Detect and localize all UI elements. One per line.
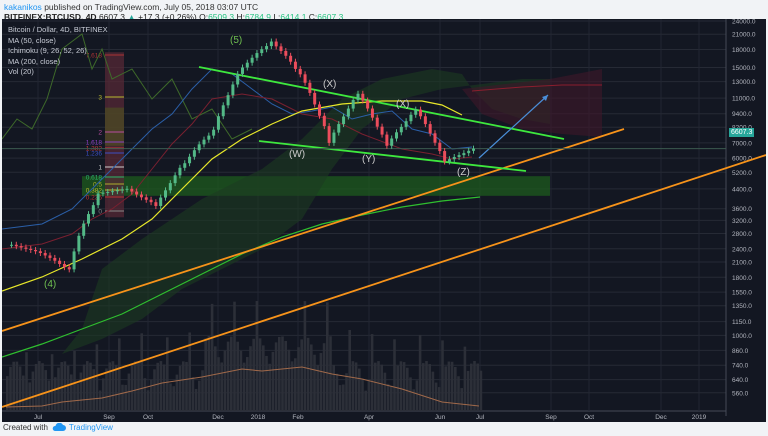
up-arrow-icon: ▲ [127, 12, 136, 22]
close-value: 6607.3 [317, 12, 344, 22]
svg-text:15000.0: 15000.0 [732, 65, 756, 72]
wave-label: (W) [289, 149, 306, 160]
cloud-icon [52, 423, 66, 431]
svg-text:1800.0: 1800.0 [732, 275, 752, 282]
wave-label: (4) [44, 279, 57, 290]
high-value: 6784.9 [244, 12, 271, 22]
svg-text:0.382: 0.382 [86, 188, 103, 195]
svg-text:1.236: 1.236 [86, 151, 103, 158]
svg-text:Sep: Sep [103, 414, 115, 421]
last-price: 6607.3 [98, 12, 125, 22]
symbol: BITFINEX:BTCUSD, 4D [4, 12, 97, 22]
svg-text:11000.0: 11000.0 [732, 96, 755, 103]
svg-text:0.618: 0.618 [86, 175, 103, 182]
svg-text:0.236: 0.236 [86, 195, 103, 202]
svg-text:Apr: Apr [364, 414, 375, 421]
svg-text:5200.0: 5200.0 [732, 170, 752, 177]
svg-text:1150.0: 1150.0 [732, 319, 752, 326]
tradingview-brand: TradingView [68, 423, 113, 432]
svg-text:18000.0: 18000.0 [732, 47, 756, 54]
svg-text:1.618: 1.618 [86, 140, 103, 147]
open-value: 6509.3 [208, 12, 235, 22]
svg-text:1350.0: 1350.0 [732, 303, 752, 310]
svg-text:2018: 2018 [251, 414, 266, 421]
svg-text:2100.0: 2100.0 [732, 260, 752, 267]
svg-text:2800.0: 2800.0 [732, 231, 752, 238]
svg-text:4400.0: 4400.0 [732, 186, 752, 193]
svg-text:Oct: Oct [143, 414, 153, 421]
svg-text:Dec: Dec [655, 414, 667, 421]
svg-text:9400.0: 9400.0 [732, 111, 752, 118]
svg-text:740.0: 740.0 [732, 363, 749, 370]
svg-text:Jul: Jul [34, 414, 43, 421]
wave-label: (Y) [362, 154, 376, 165]
price-change: +17.3 (+0.26%) [138, 12, 197, 22]
svg-text:0.5: 0.5 [93, 182, 102, 189]
wave-label: (X) [396, 99, 410, 110]
svg-text:7000.0: 7000.0 [732, 140, 752, 147]
chart-legend: Bitcoin / Dollar, 4D, BITFINEX MA (50, c… [8, 25, 108, 78]
svg-text:2: 2 [98, 130, 102, 137]
svg-text:Jun: Jun [435, 414, 446, 421]
chart-canvas[interactable]: 24000.021000.018000.015000.013000.011000… [2, 19, 766, 422]
wave-label: (X) [323, 79, 337, 90]
tradingview-link[interactable]: TradingView [52, 423, 113, 432]
svg-text:Oct: Oct [584, 414, 594, 421]
svg-text:0: 0 [98, 209, 102, 216]
chart-area[interactable]: 24000.0 21000.0 18000.0 15000.0 13000.0 11000… [2, 19, 766, 422]
svg-text:13000.0: 13000.0 [732, 79, 756, 86]
svg-text:2019: 2019 [692, 414, 707, 421]
svg-text:3200.0: 3200.0 [732, 218, 752, 225]
svg-text:1000.0: 1000.0 [732, 333, 752, 340]
open-label: O: [199, 12, 209, 22]
svg-text:Dec: Dec [212, 414, 224, 421]
wave-label: (Z) [457, 167, 470, 178]
publish-info: kakanikos published on TradingView.com, … [4, 2, 258, 12]
low-value: 6414.1 [280, 12, 307, 22]
close-label: C: [308, 12, 318, 22]
svg-text:21000.0: 21000.0 [732, 32, 756, 39]
created-with-label: Created with [3, 423, 48, 432]
svg-text:1550.0: 1550.0 [732, 290, 752, 297]
svg-text:3600.0: 3600.0 [732, 206, 752, 213]
svg-text:860.0: 860.0 [732, 348, 749, 355]
low-label: L: [273, 12, 281, 22]
svg-text:24000.0: 24000.0 [732, 19, 756, 26]
author-link[interactable]: kakanikos [4, 2, 42, 12]
legend-ma50[interactable]: MA (50, close) [8, 35, 56, 45]
published-text: published on TradingView.com, July 05, 2… [44, 2, 259, 12]
svg-text:Sep: Sep [545, 414, 557, 421]
svg-text:Feb: Feb [292, 414, 304, 421]
svg-text:2400.0: 2400.0 [732, 246, 752, 253]
svg-text:Jul: Jul [476, 414, 485, 421]
wave-label: (5) [230, 35, 243, 46]
svg-text:7.618: 7.618 [86, 53, 103, 60]
legend-ma200[interactable]: MA (200, close) [8, 56, 61, 66]
legend-ichimoku[interactable]: Ichimoku (9, 26, 52, 26) [8, 46, 87, 55]
high-label: H: [236, 12, 245, 22]
svg-text:560.0: 560.0 [732, 390, 749, 397]
svg-text:3: 3 [98, 95, 102, 102]
symbol-info: BITFINEX:BTCUSD, 4D 6607.3 ▲ +17.3 (+0.2… [4, 12, 343, 22]
legend-title: Bitcoin / Dollar, 4D, BITFINEX [8, 25, 108, 34]
footer: Created with TradingView [3, 423, 113, 432]
svg-text:6000.0: 6000.0 [732, 156, 752, 163]
last-price-tag: 6607.3 [729, 128, 755, 137]
svg-text:640.0: 640.0 [732, 377, 749, 384]
svg-text:1: 1 [98, 165, 102, 172]
legend-volume[interactable]: Vol (20) [8, 67, 34, 76]
